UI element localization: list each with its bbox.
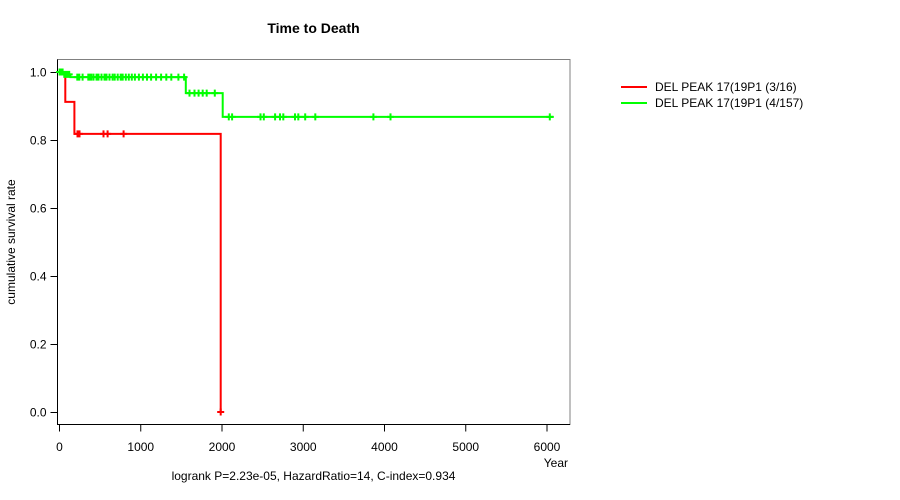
legend-line-red [621, 86, 647, 88]
legend-item-green: DEL PEAK 17(19P1 (4/157) [621, 95, 803, 111]
legend-label-red: DEL PEAK 17(19P1 (3/16) [655, 80, 797, 94]
x-tick-label: 2000 [209, 440, 236, 454]
x-tick-label: 6000 [534, 440, 561, 454]
x-axis-label: Year [543, 456, 568, 470]
censor-marks-red [74, 130, 225, 416]
legend-line-green [621, 102, 647, 104]
chart-title: Time to Death [267, 20, 360, 36]
x-tick-label: 5000 [452, 440, 479, 454]
plot-box [57, 59, 571, 425]
x-tick-label: 3000 [290, 440, 317, 454]
x-tick-label: 1000 [127, 440, 154, 454]
y-tick-label: 0.8 [30, 134, 47, 148]
legend: DEL PEAK 17(19P1 (3/16) DEL PEAK 17(19P1… [621, 79, 803, 111]
survival-curve-green [59, 71, 554, 118]
x-tick-label: 4000 [371, 440, 398, 454]
x-tick-label: 0 [56, 440, 63, 454]
censor-marks-green [56, 68, 554, 121]
y-tick-label: 0.6 [30, 202, 47, 216]
y-tick-label: 0.0 [30, 406, 47, 420]
y-tick-label: 0.4 [30, 270, 47, 284]
stats-annotation: logrank P=2.23e-05, HazardRatio=14, C-in… [171, 469, 456, 483]
legend-item-red: DEL PEAK 17(19P1 (3/16) [621, 79, 803, 95]
y-tick-label: 0.2 [30, 338, 47, 352]
survival-curve-red [59, 71, 222, 412]
legend-label-green: DEL PEAK 17(19P1 (4/157) [655, 96, 804, 110]
y-tick-label: 1.0 [30, 66, 47, 80]
axis-lines [57, 59, 570, 425]
